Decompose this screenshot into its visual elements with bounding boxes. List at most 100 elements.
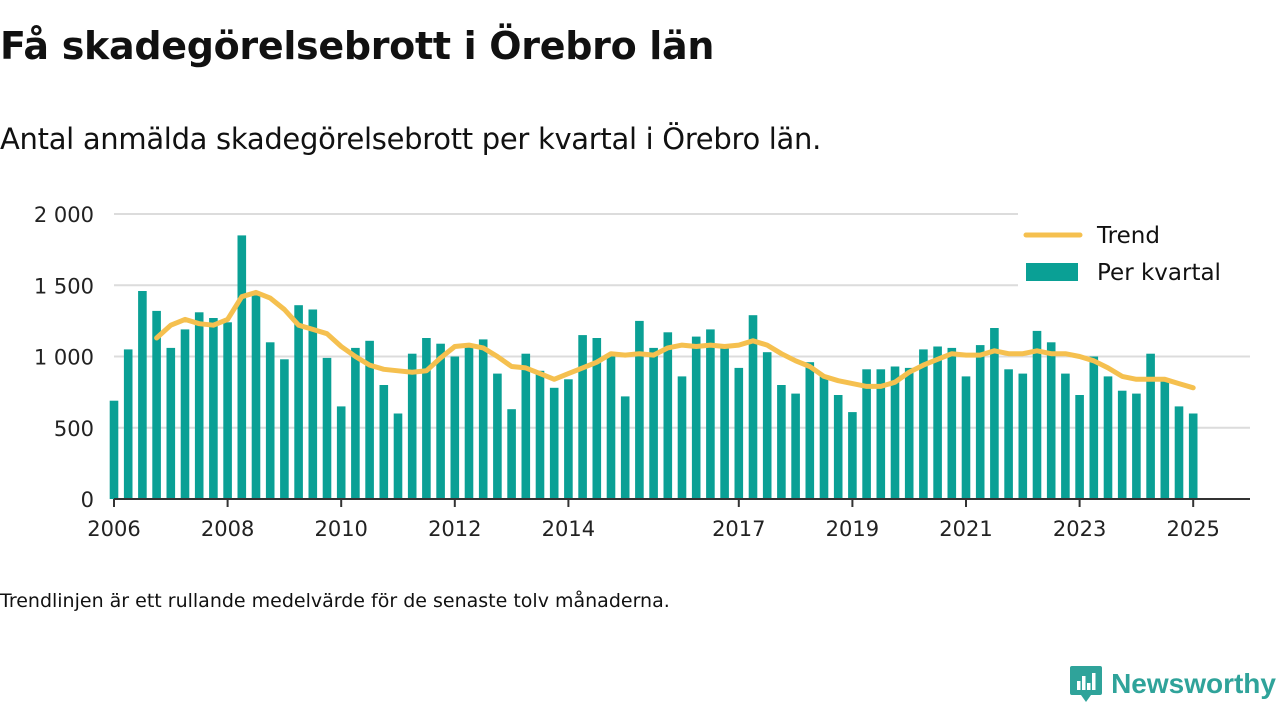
legend-bar-label: Per kvartal: [1097, 260, 1221, 286]
chart-title: Få skadegörelsebrott i Örebro län: [0, 24, 715, 68]
bar: [123, 349, 133, 499]
x-tick-label: 2017: [712, 517, 765, 541]
bar: [166, 347, 176, 499]
x-tick-label: 2006: [87, 517, 140, 541]
bar: [1089, 356, 1099, 499]
legend-bar-swatch: [1026, 263, 1078, 281]
bar: [833, 395, 843, 499]
bar: [294, 305, 303, 499]
bar: [919, 349, 928, 499]
x-tick-label: 2008: [201, 517, 254, 541]
brand-name: Newsworthy: [1111, 668, 1276, 699]
footnote: Trendlinjen är ett rullande medelvärde f…: [0, 590, 670, 612]
bar-series: [109, 235, 1198, 500]
bar: [1174, 406, 1184, 499]
bar: [649, 347, 658, 499]
bar: [947, 347, 957, 499]
bar: [351, 347, 360, 499]
bar: [578, 335, 587, 499]
bar: [990, 328, 999, 499]
bar: [933, 346, 942, 499]
axes: 0 500 1 000 1 500 2 000 2006 2008 2010 2012 2014 2…: [34, 203, 1250, 541]
bar: [1160, 380, 1170, 499]
y-tick-label: 500: [54, 417, 94, 441]
bar: [407, 353, 417, 499]
bar: [564, 379, 573, 499]
bar: [493, 373, 502, 499]
bar: [194, 312, 204, 499]
bar: [777, 385, 786, 499]
bar: [961, 376, 971, 499]
bar: [450, 356, 460, 499]
newsworthy-logo: Newsworthy: [1069, 664, 1276, 704]
bar: [549, 387, 559, 499]
bar: [237, 235, 247, 499]
x-tick-label: 2010: [314, 517, 367, 541]
bar: [209, 318, 218, 499]
bar: [677, 376, 687, 499]
legend: Trend Per kvartal: [1018, 212, 1254, 290]
bar: [876, 369, 886, 499]
bar: [1075, 395, 1084, 499]
bar: [1103, 376, 1113, 499]
bar: [1004, 369, 1013, 499]
bar: [862, 369, 871, 499]
y-tick-label: 1 000: [34, 346, 94, 370]
x-tick-label: 2019: [826, 517, 879, 541]
bar: [1032, 330, 1042, 499]
bar: [464, 343, 474, 499]
bar: [265, 342, 275, 500]
bar: [720, 347, 729, 499]
newsworthy-logo-icon: [1070, 666, 1103, 702]
bar: [620, 396, 630, 499]
bar: [1132, 393, 1141, 499]
bar: [109, 400, 119, 499]
bar: [1018, 373, 1028, 499]
bar: [791, 393, 800, 499]
bar: [1061, 373, 1070, 499]
bar: [635, 320, 644, 499]
bar: [365, 340, 374, 499]
bar: [734, 367, 744, 499]
bar: [336, 406, 346, 499]
y-tick-label: 1 500: [34, 274, 94, 298]
bar: [251, 293, 261, 499]
bar: [1188, 413, 1198, 499]
bar: [663, 332, 673, 499]
bar: [706, 329, 715, 499]
x-tick-label: 2014: [542, 517, 595, 541]
trend-series: [154, 289, 1196, 391]
y-tick-label: 2 000: [34, 203, 94, 227]
bar: [521, 353, 531, 499]
bar: [606, 356, 616, 499]
bar: [478, 339, 488, 499]
bar: [436, 343, 445, 499]
bar: [904, 367, 914, 499]
bar: [1117, 390, 1127, 499]
bar: [592, 338, 602, 499]
bar: [762, 352, 772, 499]
bar: [535, 370, 545, 500]
bar: [507, 409, 516, 499]
bar: [805, 362, 815, 499]
x-tick-label: 2021: [939, 517, 992, 541]
trend-line: [154, 289, 1196, 391]
bar: [848, 412, 857, 499]
bar: [280, 359, 289, 499]
x-tick-label: 2025: [1166, 517, 1219, 541]
chart-subtitle: Antal anmälda skadegörelsebrott per kvar…: [0, 122, 822, 156]
bar: [322, 357, 332, 499]
bar: [393, 413, 403, 499]
bar: [138, 291, 147, 499]
bar: [223, 322, 232, 499]
bar: [890, 366, 900, 499]
bar: [379, 385, 389, 499]
bar: [152, 310, 161, 499]
bar: [691, 336, 701, 499]
x-tick-label: 2023: [1053, 517, 1106, 541]
bar: [180, 329, 190, 499]
bar: [819, 375, 829, 499]
bar: [308, 309, 318, 499]
bar-chart: 0 500 1 000 1 500 2 000 2006 2008 2010 2012 2014 2…: [34, 203, 1254, 541]
bar: [422, 338, 431, 499]
